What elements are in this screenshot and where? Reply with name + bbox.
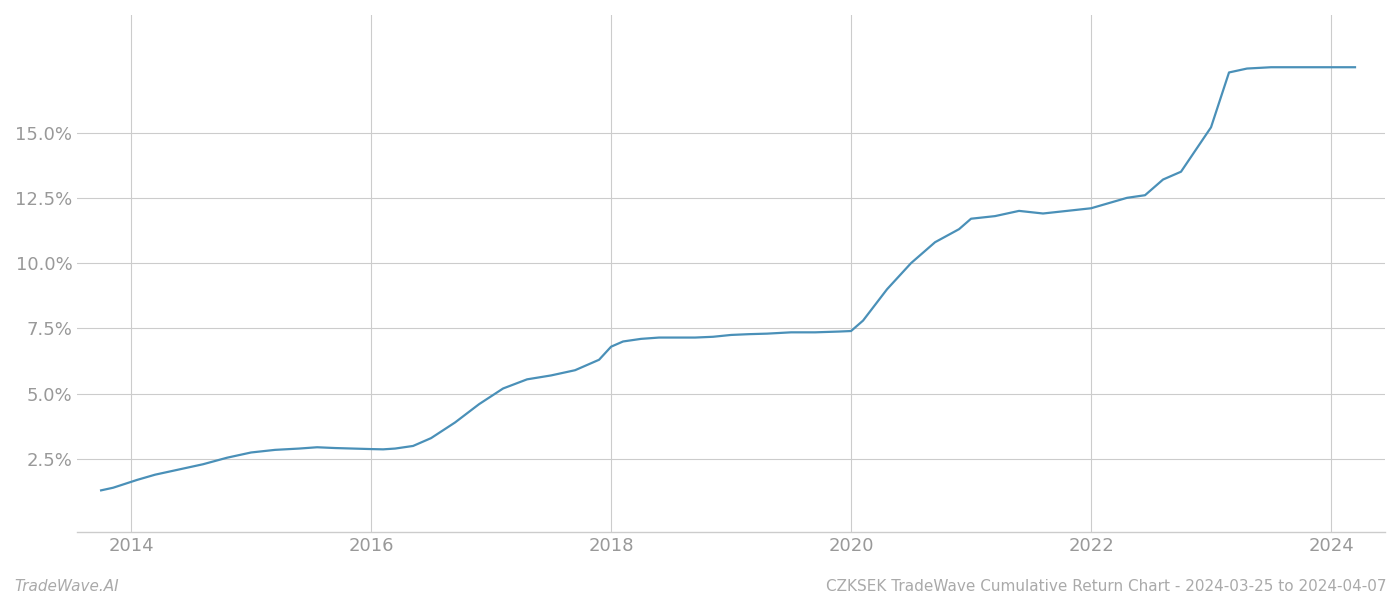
Text: TradeWave.AI: TradeWave.AI <box>14 579 119 594</box>
Text: CZKSEK TradeWave Cumulative Return Chart - 2024-03-25 to 2024-04-07: CZKSEK TradeWave Cumulative Return Chart… <box>826 579 1386 594</box>
